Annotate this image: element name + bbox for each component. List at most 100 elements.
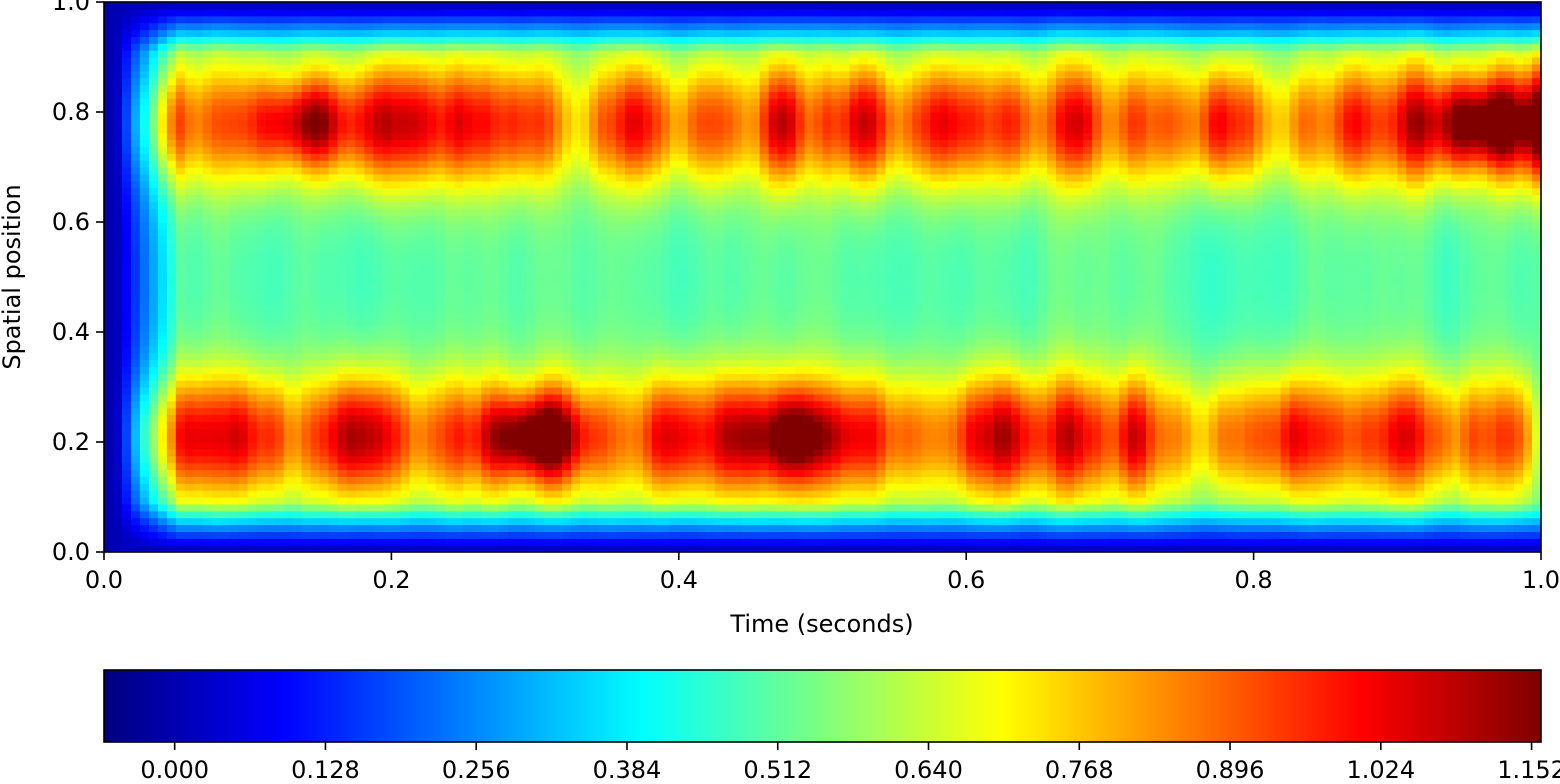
heatmap-cell	[220, 29, 231, 37]
heatmap-cell	[211, 153, 222, 161]
heatmap-cell	[436, 270, 446, 278]
heatmap-cell	[256, 63, 267, 72]
heatmap-cell	[597, 15, 608, 24]
heatmap-cell	[597, 538, 608, 546]
heatmap-cell	[660, 510, 671, 519]
heatmap-cell	[364, 36, 375, 44]
heatmap-cell	[104, 8, 114, 17]
heatmap-cell	[346, 407, 357, 416]
heatmap-cell	[571, 545, 581, 552]
heatmap-cell	[202, 380, 213, 388]
heatmap-cell	[499, 497, 509, 505]
heatmap-cell	[364, 290, 375, 299]
heatmap-cell	[606, 311, 617, 319]
heatmap-cell	[463, 215, 473, 223]
heatmap-cell	[283, 421, 294, 429]
heatmap-cell	[319, 2, 330, 10]
heatmap-cell	[472, 228, 482, 237]
heatmap-cell	[535, 235, 545, 244]
heatmap-cell	[517, 29, 527, 37]
heatmap-cell	[436, 132, 446, 141]
heatmap-cell	[499, 421, 509, 429]
heatmap-cell	[319, 524, 330, 532]
heatmap-cell	[130, 332, 141, 340]
heatmap-cell	[364, 187, 375, 196]
heatmap-cell	[184, 187, 195, 196]
heatmap-cell	[409, 132, 419, 141]
heatmap-cell	[202, 270, 213, 278]
heatmap-cell	[445, 167, 455, 175]
heatmap-cell	[337, 524, 348, 532]
heatmap-cell	[220, 380, 231, 388]
heatmap-cell	[346, 332, 357, 340]
heatmap-cell	[157, 462, 168, 471]
heatmap-cell	[166, 180, 177, 189]
heatmap-cell	[148, 318, 159, 326]
heatmap-cell	[571, 283, 581, 292]
heatmap-cell	[400, 352, 410, 361]
heatmap-cell	[642, 235, 653, 244]
heatmap-cell	[256, 407, 267, 416]
heatmap-cell	[445, 2, 455, 10]
heatmap-cell	[256, 338, 267, 347]
heatmap-cell	[373, 311, 384, 319]
heatmap-cell	[157, 442, 168, 450]
heatmap-cell	[265, 15, 276, 24]
heatmap-cell	[139, 270, 150, 278]
heatmap-cell	[562, 146, 572, 154]
heatmap-cell	[508, 263, 518, 271]
heatmap-cell	[139, 400, 150, 409]
heatmap-cell	[508, 277, 518, 285]
heatmap-cell	[535, 242, 545, 251]
heatmap-cell	[148, 15, 159, 24]
heatmap-cell	[571, 112, 581, 120]
heatmap-cell	[301, 393, 312, 402]
heatmap-cell	[553, 112, 563, 120]
heatmap-cell	[184, 318, 195, 326]
heatmap-cell	[139, 29, 150, 37]
heatmap-cell	[517, 91, 527, 99]
heatmap-cell	[184, 201, 195, 209]
heatmap-cell	[355, 50, 366, 58]
heatmap-cell	[292, 304, 303, 312]
heatmap-cell	[588, 435, 599, 443]
heatmap-cell	[247, 84, 258, 92]
heatmap-cell	[418, 22, 428, 31]
heatmap-cell	[535, 517, 545, 526]
heatmap-cell	[274, 15, 285, 24]
heatmap-cell	[346, 180, 357, 189]
heatmap-cell	[328, 160, 339, 168]
heatmap-cell	[571, 263, 581, 271]
heatmap-cell	[328, 70, 339, 79]
heatmap-cell	[615, 91, 626, 99]
heatmap-cell	[490, 476, 500, 484]
heatmap-cell	[436, 483, 446, 491]
heatmap-cell	[382, 366, 392, 374]
heatmap-cell	[642, 112, 653, 120]
heatmap-cell	[472, 345, 482, 354]
heatmap-cell	[526, 414, 536, 422]
heatmap-cell	[292, 490, 303, 498]
heatmap-cell	[391, 435, 401, 443]
heatmap-cell	[337, 380, 348, 388]
heatmap-cell	[571, 242, 581, 251]
heatmap-cell	[364, 531, 375, 539]
heatmap-cell	[499, 387, 509, 395]
heatmap-cell	[184, 428, 195, 436]
heatmap-cell	[418, 538, 428, 546]
heatmap-cell	[121, 2, 132, 10]
heatmap-cell	[211, 263, 222, 271]
heatmap-cell	[382, 153, 392, 161]
heatmap-cell	[256, 497, 267, 505]
heatmap-cell	[642, 201, 653, 209]
heatmap-cell	[436, 201, 446, 209]
heatmap-cell	[472, 167, 482, 175]
heatmap-cell	[256, 194, 267, 202]
heatmap-cell	[274, 228, 285, 237]
heatmap-cell	[391, 173, 401, 182]
heatmap-cell	[112, 57, 123, 65]
heatmap-cell	[642, 84, 653, 92]
heatmap-cell	[148, 483, 159, 491]
heatmap-cell	[310, 448, 321, 457]
heatmap-cell	[148, 332, 159, 340]
